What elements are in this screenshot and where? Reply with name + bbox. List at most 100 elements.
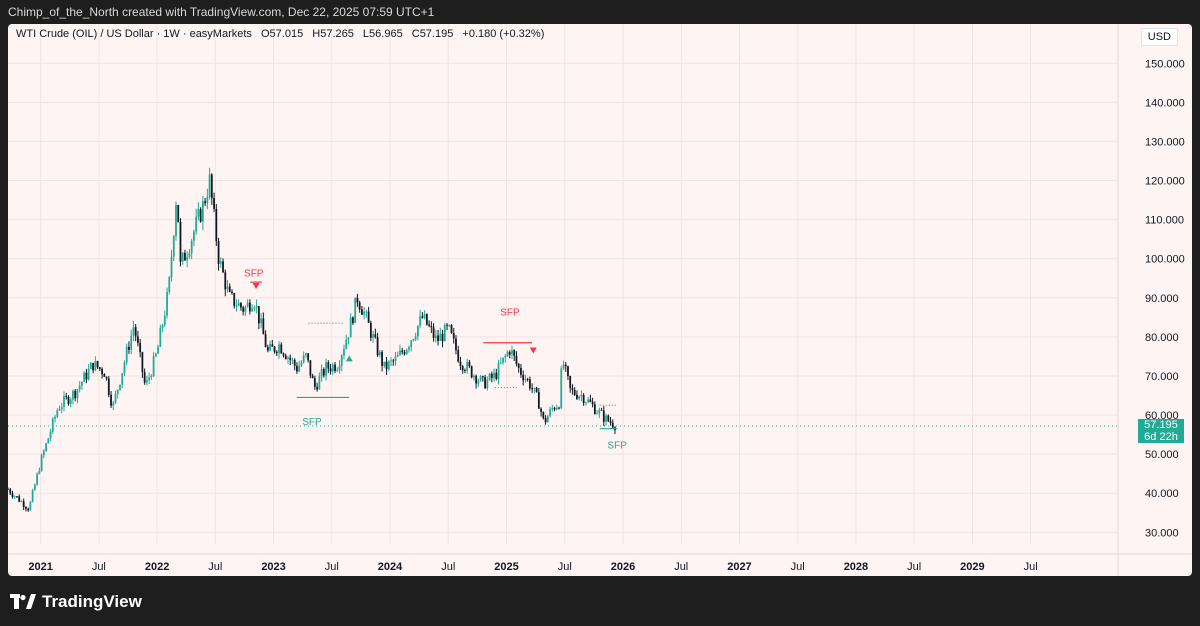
symbol-legend: WTI Crude (OIL) / US Dollar · 1W · easyM… <box>16 28 544 40</box>
candle-body <box>72 390 74 400</box>
candle-body <box>289 357 292 360</box>
candle-body <box>11 493 14 497</box>
candle-body <box>217 241 220 264</box>
candle-body <box>448 325 451 326</box>
candle-body <box>96 361 99 368</box>
candle-body <box>394 356 397 362</box>
x-tick-label: 2025 <box>494 561 518 573</box>
candle-body <box>190 240 193 254</box>
candle-body <box>13 496 16 498</box>
candle-body <box>78 385 81 390</box>
y-tick-label: 140.000 <box>1145 97 1185 109</box>
candle-body <box>125 346 128 363</box>
footer: TradingView <box>0 576 1200 626</box>
chart-panel[interactable]: 30.000 40.000 50.000 60.000 70.000 80.000 90.0… <box>8 24 1192 576</box>
candle-body <box>170 256 173 278</box>
candle-body <box>278 344 280 354</box>
candle-body <box>49 431 52 439</box>
candle-body <box>145 379 148 383</box>
candle-body <box>549 409 551 417</box>
x-tick-label: 2021 <box>28 561 52 573</box>
candle-body <box>94 361 97 371</box>
candle-body <box>354 297 357 324</box>
candle-body <box>596 413 598 415</box>
candle-body <box>27 508 30 511</box>
candle-body <box>452 333 455 339</box>
candle-body <box>201 201 204 222</box>
candle-body <box>166 291 168 316</box>
candle-body <box>175 205 177 237</box>
bearish-triangle-marker <box>529 347 537 354</box>
x-tick-label: 2022 <box>145 561 169 573</box>
candle-body <box>434 335 437 338</box>
y-tick-label: 150.000 <box>1145 58 1185 70</box>
candle-body <box>240 303 242 308</box>
candle-body <box>495 372 498 379</box>
candle-body <box>47 438 50 444</box>
high-value: H57.265 <box>312 28 354 40</box>
x-tick-label: Jul <box>674 561 688 573</box>
candle-body <box>535 387 538 393</box>
candle-body <box>412 339 415 341</box>
candle-body <box>349 317 352 338</box>
tradingview-logo[interactable]: TradingView <box>10 592 142 612</box>
candle-body <box>374 334 377 338</box>
candle-body <box>31 490 34 502</box>
candle-body <box>466 361 469 371</box>
candle-body <box>567 366 569 377</box>
candle-body <box>36 473 39 485</box>
candle-body <box>526 379 529 380</box>
candle-body <box>340 355 343 366</box>
candle-body <box>181 252 184 262</box>
candle-body <box>318 376 321 390</box>
candle-body <box>119 384 121 390</box>
candle-body <box>464 370 466 372</box>
candle-body <box>553 408 556 410</box>
candle-body <box>251 308 254 312</box>
candle-body <box>580 395 583 397</box>
candle-body <box>399 350 401 356</box>
candle-body <box>325 362 327 376</box>
candle-body <box>101 368 103 375</box>
candle-body <box>365 311 368 313</box>
brand-name: TradingView <box>42 592 142 611</box>
candle-body <box>598 409 601 414</box>
candle-body <box>8 489 9 491</box>
candle-body <box>18 496 21 502</box>
candle-body <box>54 416 56 419</box>
candle-body <box>511 350 513 355</box>
candle-body <box>313 378 316 387</box>
y-tick-label: 30.000 <box>1145 527 1179 539</box>
candle-body <box>76 389 79 399</box>
candle-body <box>551 408 554 410</box>
candle-body <box>441 333 444 342</box>
candle-body <box>282 353 285 356</box>
candle-body <box>336 370 339 371</box>
candle-body <box>338 365 341 371</box>
change-value: +0.180 (+0.32%) <box>462 28 545 40</box>
y-tick-label: 100.000 <box>1145 254 1185 266</box>
candle-body <box>481 376 484 378</box>
candle-body <box>257 306 260 324</box>
candle-body <box>89 362 92 369</box>
x-tick-label: Jul <box>907 561 921 573</box>
currency-selector[interactable]: USD <box>1140 28 1178 46</box>
low-value: L56.965 <box>362 28 403 40</box>
candle-body <box>347 337 350 340</box>
candle-body <box>253 307 256 309</box>
price-chart[interactable]: 30.00040.00050.00060.00070.00080.00090.0… <box>8 24 1192 576</box>
y-tick-label: 90.000 <box>1145 293 1179 305</box>
candle-body <box>157 346 159 354</box>
candle-body <box>446 324 448 326</box>
candle-body <box>107 378 110 395</box>
x-tick-label: Jul <box>558 561 572 573</box>
candle-body <box>271 344 274 347</box>
candle-body <box>609 421 612 423</box>
candle-body <box>92 362 95 371</box>
candle-body <box>141 352 144 373</box>
y-tick-label: 120.000 <box>1145 176 1185 188</box>
candle-body <box>137 336 139 343</box>
candle-body <box>45 443 47 451</box>
y-tick-label: 40.000 <box>1145 488 1179 500</box>
candle-body <box>215 208 218 242</box>
